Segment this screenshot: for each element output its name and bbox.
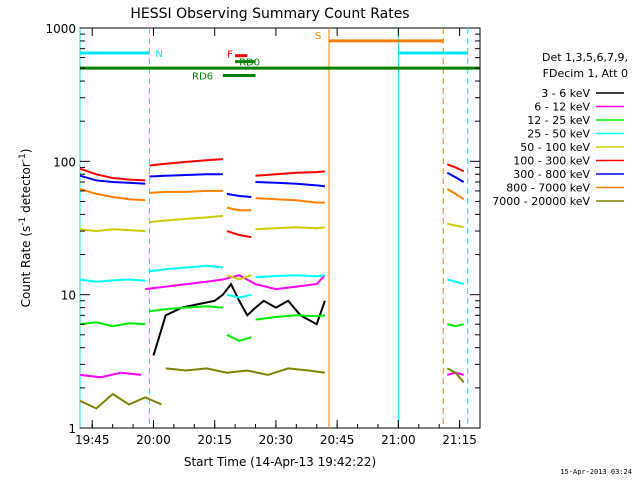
x-axis-label: Start Time (14-Apr-13 19:42:22) (184, 455, 376, 469)
x-tick-label-3: 20:30 (259, 433, 294, 447)
x-axis: 19:45 20:00 20:15 20:30 20:45 21:00 21:15 (75, 28, 477, 447)
series-4-segment-4 (447, 222, 464, 229)
series-5-segment-0 (79, 167, 146, 182)
series-7-segment-1 (149, 189, 223, 194)
series-5-segment-4 (446, 163, 465, 173)
flag-label-4: F (227, 50, 233, 61)
legend-label-3: 25 - 50 keV (527, 128, 590, 141)
legend-label-8: 7000 - 20000 keV (492, 195, 590, 208)
flag-label-2: RD6 (192, 72, 213, 83)
y-tick-label-2: 100 (53, 155, 76, 169)
series-1-segment-0 (79, 371, 142, 379)
series-7-segment-4 (446, 188, 465, 201)
series-8-segment-1 (165, 367, 326, 376)
series-6-segment-0 (79, 174, 146, 185)
series-7-segment-2 (226, 206, 252, 212)
series-8-segment-2 (446, 367, 465, 383)
series-3-segment-4 (447, 278, 464, 286)
flag-label-0: N (155, 49, 162, 60)
y-tick-label-1: 10 (61, 289, 76, 303)
series-2-segment-3 (255, 314, 326, 321)
legend-label-7: 800 - 7000 keV (506, 182, 590, 195)
legend-header-2: FDecim 1, Att 0 (543, 67, 628, 80)
legend-label-2: 12 - 25 keV (527, 114, 590, 127)
legend-header-1: Det 1,3,5,6,7,9, (542, 51, 628, 64)
series-2-segment-0 (79, 321, 146, 328)
series-4-segment-2 (226, 274, 252, 281)
series-6-segment-1 (149, 173, 223, 178)
series-7-segment-0 (79, 188, 146, 202)
series-4-segment-3 (255, 226, 326, 231)
series-1-segment-1 (145, 274, 326, 291)
vertical-markers (79, 28, 469, 428)
series-2-segment-1 (149, 305, 223, 313)
status-flags: N S RD6 F RD0 (80, 31, 480, 83)
x-tick-label-4: 20:45 (320, 433, 355, 447)
series-0-segment-0 (152, 282, 326, 356)
x-tick-label-6: 21:15 (442, 433, 477, 447)
legend-label-6: 300 - 800 keV (513, 168, 590, 181)
series-3-segment-1 (149, 264, 224, 273)
y-tick-label-3: 1000 (45, 22, 76, 36)
series-3-segment-0 (79, 278, 146, 283)
series-6-segment-4 (446, 171, 465, 183)
series-4-segment-1 (149, 214, 223, 224)
series-6-segment-3 (255, 181, 326, 188)
series-6-segment-2 (226, 192, 252, 198)
series-3-segment-3 (255, 274, 326, 279)
legend-label-1: 6 - 12 keV (534, 101, 590, 114)
series-2-segment-2 (226, 333, 252, 342)
y-axis-label: Count Rate (s-1 detector-1) (18, 149, 33, 308)
x-tick-label-0: 19:45 (75, 433, 110, 447)
footer-timestamp: 15-Apr-2013 03:24 (560, 468, 632, 476)
data-series (79, 158, 465, 410)
legend: Det 1,3,5,6,7,9, FDecim 1, Att 0 3 - 6 k… (492, 51, 628, 208)
y-tick-label-0: 1 (68, 422, 76, 436)
legend-label-5: 100 - 300 keV (513, 155, 590, 168)
flag-label-5: RD0 (239, 58, 260, 69)
x-tick-label-1: 20:00 (136, 433, 171, 447)
x-tick-label-5: 21:00 (381, 433, 416, 447)
flag-label-1: S (315, 31, 321, 42)
series-4-segment-0 (79, 228, 146, 233)
legend-label-4: 50 - 100 keV (520, 141, 590, 154)
series-7-segment-3 (255, 197, 325, 204)
series-8-segment-0 (79, 392, 163, 410)
series-2-segment-4 (447, 323, 464, 328)
series-3-segment-2 (226, 293, 252, 299)
series-5-segment-3 (255, 170, 325, 177)
x-tick-label-2: 20:15 (197, 433, 232, 447)
series-5-segment-2 (226, 230, 252, 239)
series-5-segment-1 (149, 158, 223, 167)
y-axis: 1 10 100 1000 (45, 22, 480, 436)
chart-title: HESSI Observing Summary Count Rates (130, 6, 409, 22)
legend-label-0: 3 - 6 keV (541, 87, 590, 100)
